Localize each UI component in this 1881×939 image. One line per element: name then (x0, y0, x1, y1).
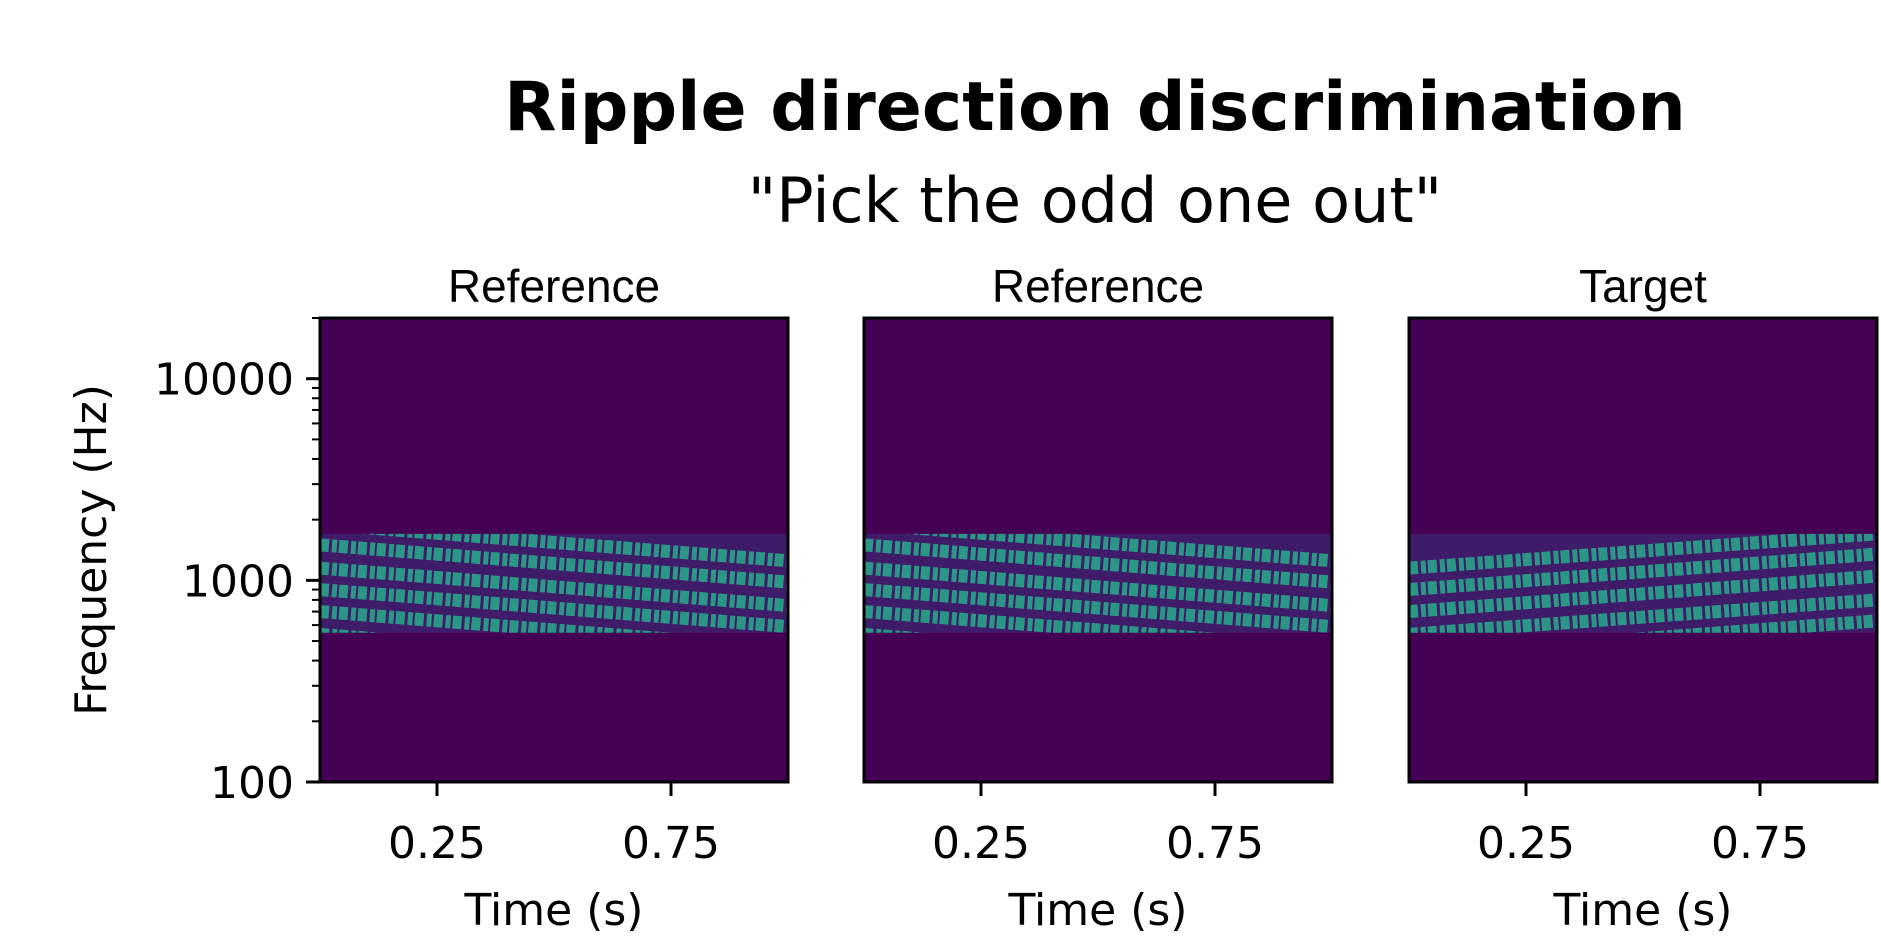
stripes (1409, 533, 1877, 633)
axes-frame (318, 316, 790, 784)
ripple-stripe (1409, 533, 1877, 575)
ripple-stripe (320, 538, 788, 589)
ripple-stripe (320, 605, 672, 633)
x-tick-label: 0.25 (1477, 818, 1575, 869)
x-axis-label: Time (s) (464, 885, 644, 934)
ripple-stripe (1409, 593, 1877, 633)
x-tick-label: 0.25 (388, 818, 486, 869)
ripple-stripe (864, 538, 1332, 589)
x-tick-label: 0.75 (1711, 818, 1809, 869)
panel-title: Reference (992, 260, 1204, 312)
y-axis-label: Frequency (Hz) (66, 384, 117, 716)
ripple-stripe (864, 583, 1332, 633)
x-axis-label: Time (s) (1553, 885, 1733, 934)
stripes (864, 533, 1332, 633)
axes-frame (1407, 316, 1879, 784)
ripple-stripe (1409, 569, 1877, 619)
y-tick-label: 100 (210, 758, 294, 809)
panel-title: Reference (448, 260, 660, 312)
ripple-stripe (905, 533, 1332, 568)
y-tick-label: 10000 (154, 355, 294, 406)
x-axis-label: Time (s) (1008, 885, 1188, 934)
ripple-stripe (320, 583, 788, 633)
x-tick-label: 0.75 (622, 818, 720, 869)
ripple-stripe (864, 561, 1332, 613)
ripple-stripe (864, 605, 1216, 633)
chart-subtitle: "Pick the odd one out" (748, 164, 1442, 237)
ripple-stripe (361, 533, 788, 568)
x-tick-label: 0.25 (932, 818, 1030, 869)
ripple-stripe (320, 561, 788, 613)
ripple-stripe (1409, 547, 1877, 597)
axes-frame (862, 316, 1334, 784)
chart-title: Ripple direction discrimination (504, 68, 1686, 147)
x-tick-label: 0.75 (1166, 818, 1264, 869)
panel-title: Target (1579, 260, 1707, 312)
stripes (320, 533, 788, 633)
y-tick-label: 1000 (182, 556, 294, 607)
